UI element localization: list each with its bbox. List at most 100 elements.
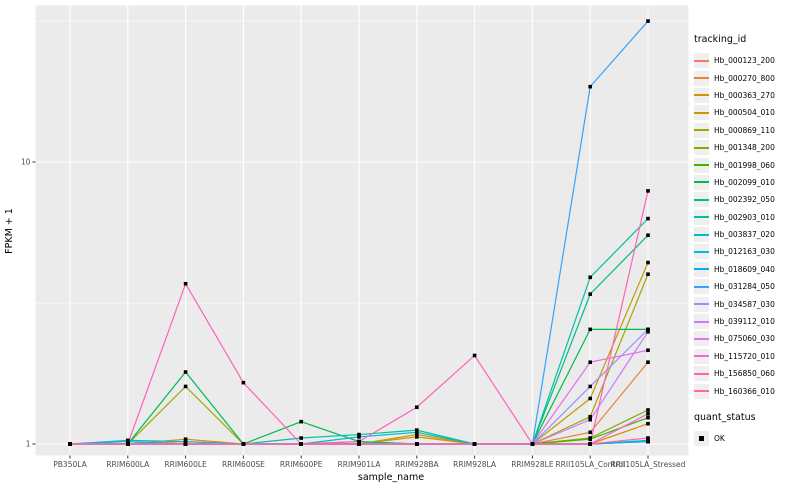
data-point [588, 384, 592, 389]
data-point [241, 442, 246, 446]
data-point [415, 430, 419, 435]
legend-item-Hb_000504_010: Hb_000504_010 [694, 104, 800, 121]
plot-panel [35, 5, 689, 456]
legend-key-swatch [694, 331, 709, 347]
legend-key-swatch [694, 105, 709, 121]
legend-item-Hb_000123_200: Hb_000123_200 [694, 52, 800, 69]
x-tick-label: RRIM901LA [338, 460, 382, 469]
legend-color-line [694, 285, 709, 288]
data-point [357, 439, 361, 444]
x-tick-label: RRII105LA_Control [555, 460, 625, 469]
data-point [299, 436, 303, 440]
data-point [588, 360, 592, 365]
legend-color-line [694, 146, 709, 149]
data-point [588, 275, 592, 280]
legend-item-Hb_000270_800: Hb_000270_800 [694, 69, 800, 86]
legend-color-line [694, 303, 709, 306]
data-point [183, 384, 188, 389]
data-point [646, 411, 650, 416]
legend-item-Hb_002903_010: Hb_002903_010 [694, 209, 800, 226]
x-tick-label: RRII105LA_Stressed [611, 460, 686, 469]
legend-item-label: Hb_002392_050 [714, 195, 775, 205]
legend-item-label: Hb_000363_270 [714, 90, 775, 100]
legend-color-line [694, 390, 709, 393]
legend-item-Hb_000363_270: Hb_000363_270 [694, 87, 800, 104]
legend-key-swatch [694, 383, 709, 399]
legend-color-line [694, 355, 709, 358]
legend-title-tracking-id: tracking_id [694, 34, 747, 45]
data-point [415, 405, 419, 410]
x-tick-label: RRIM928BA [395, 460, 440, 469]
legend-item-Hb_002392_050: Hb_002392_050 [694, 191, 800, 208]
legend-key-swatch [694, 87, 709, 103]
legend-item-label: Hb_115720_010 [714, 351, 775, 361]
data-point [415, 435, 419, 439]
x-tick-label: RRIM600LE [164, 460, 207, 469]
data-point [646, 415, 650, 420]
legend-color-line [694, 250, 709, 253]
legend-key-swatch [694, 227, 709, 243]
data-point [472, 442, 477, 446]
x-tick-label: RRIM600LA [106, 460, 150, 469]
data-point [183, 437, 188, 441]
x-tick-label: RRIM928LA [453, 460, 497, 469]
x-tick-label: PB350LA [53, 460, 87, 469]
legend-item-label: Hb_002903_010 [714, 212, 775, 222]
data-point [183, 439, 188, 444]
data-point [183, 281, 188, 286]
data-point [646, 260, 650, 265]
legend-item-Hb_034587_030: Hb_034587_030 [694, 295, 800, 312]
legend-color-line [694, 94, 709, 97]
data-point [588, 327, 592, 332]
legend-key-swatch [694, 244, 709, 260]
legend-item-quant-OK: OK [694, 430, 800, 447]
legend-item-label: Hb_000270_800 [714, 73, 775, 83]
legend-item-label: Hb_075060_030 [714, 334, 775, 344]
data-point [126, 442, 130, 446]
legend-item-label: Hb_000504_010 [714, 108, 775, 118]
data-point [472, 353, 477, 358]
data-point [646, 272, 650, 277]
legend-key-swatch [694, 53, 709, 69]
data-point [357, 432, 361, 437]
legend-key-swatch [694, 296, 709, 312]
legend-key-swatch [694, 140, 709, 156]
legend-item-label: Hb_000123_200 [714, 56, 775, 66]
data-point [646, 327, 650, 332]
data-point [183, 442, 188, 446]
legend-item-Hb_012163_030: Hb_012163_030 [694, 243, 800, 260]
data-point [68, 442, 72, 446]
data-point [183, 370, 188, 374]
data-point [357, 435, 361, 439]
data-point [646, 216, 650, 221]
legend-item-label: Hb_031284_050 [714, 282, 775, 292]
legend-key-swatch [694, 279, 709, 295]
x-tick-label: RRIM600SE [222, 460, 265, 469]
legend-item-Hb_002099_010: Hb_002099_010 [694, 174, 800, 191]
legend-item-label: Hb_034587_030 [714, 299, 775, 309]
legend-item-label: Hb_160366_010 [714, 386, 775, 396]
legend-color-line [694, 233, 709, 236]
x-tick-label: RRIM928LE [511, 460, 554, 469]
data-point [588, 292, 592, 296]
data-point [646, 348, 650, 353]
legend-key-swatch [694, 314, 709, 330]
data-point [241, 380, 246, 385]
legend-key-swatch [694, 366, 709, 382]
legend-item-label: Hb_001348_200 [714, 143, 775, 153]
x-axis-title: sample_name [358, 472, 424, 483]
quant-status-points [68, 19, 650, 446]
legend-item-label: Hb_003837_020 [714, 230, 775, 240]
legend-color-line [694, 59, 709, 62]
legend-key-swatch [694, 70, 709, 86]
y-tick-label: 1 [26, 440, 31, 449]
data-point [415, 442, 419, 446]
legend: tracking_id Hb_000123_200 Hb_000270_800 Hb… [694, 34, 800, 447]
legend-color-line [694, 181, 709, 184]
legend-key-swatch [694, 261, 709, 277]
legend-key-swatch [694, 209, 709, 225]
legend-title-quant-status: quant_status [694, 411, 756, 423]
legend-item-Hb_000869_110: Hb_000869_110 [694, 122, 800, 139]
legend-item-Hb_003837_020: Hb_003837_020 [694, 226, 800, 243]
